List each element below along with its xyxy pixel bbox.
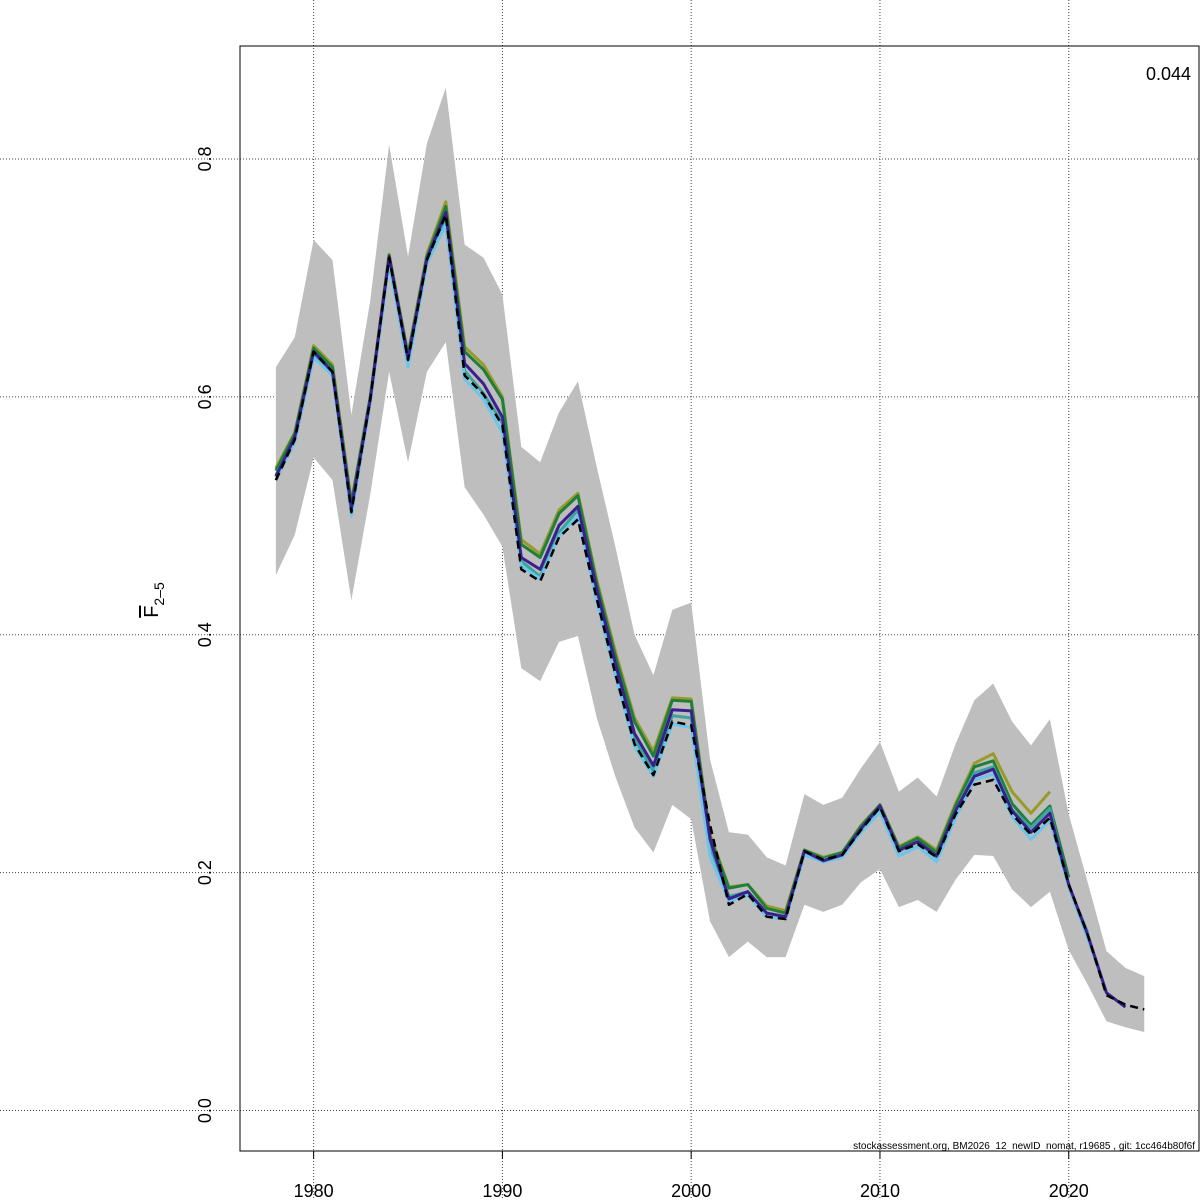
ylabel: F2–5: [141, 582, 167, 618]
x-tick-label: 2000: [671, 1181, 711, 1200]
confidence-band-area: [275, 87, 1145, 1033]
ylabel-main: F: [141, 606, 163, 618]
y-tick-label: 0.6: [195, 384, 215, 409]
x-tick-label: 1990: [482, 1181, 522, 1200]
y-tick-label: 0.0: [195, 1098, 215, 1123]
y-tick-label: 0.8: [195, 146, 215, 171]
series-line-5: [274, 213, 1145, 1011]
x-tick-label: 1980: [294, 1181, 334, 1200]
confidence-band: [275, 87, 1145, 1033]
y-tick-label: 0.2: [195, 860, 215, 885]
ylabel-sub: 2–5: [151, 582, 167, 606]
series-lines: [274, 200, 1145, 1011]
annotation-topright: 0.044: [1146, 64, 1191, 84]
footer-text: stockassessment.org, BM2026_12_newID_nom…: [853, 1141, 1195, 1152]
x-tick-label: 2020: [1049, 1181, 1089, 1200]
x-tick-label: 2010: [860, 1181, 900, 1200]
y-tick-label: 0.4: [195, 622, 215, 647]
series-line-4: [274, 211, 1127, 1009]
axes: 1980 1990 2000 2010 2020 0.0 0.2 0.4 0.6 0.8: [195, 146, 1089, 1200]
plot-frame: [239, 45, 1200, 1152]
